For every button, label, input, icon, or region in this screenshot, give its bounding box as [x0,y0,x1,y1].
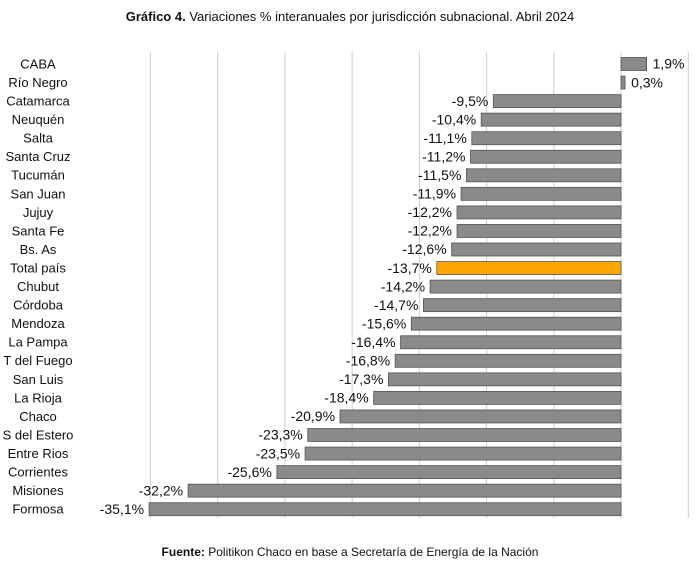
value-label: -13,7% [387,260,431,276]
title-label: Gráfico 4. [126,9,186,24]
bar [422,298,622,313]
value-label: -14,2% [381,278,425,294]
category-label: Total país [10,260,66,275]
value-label: -12,2% [408,223,452,239]
value-label: -11,9% [413,186,456,202]
value-label: 0,3% [631,74,663,90]
source-note: Fuente: Politikon Chaco en base a Secret… [162,545,539,559]
value-label: -11,1% [423,130,466,146]
bar [410,316,622,331]
bar [620,75,626,90]
category-label: Mendoza [11,316,65,331]
bar [456,205,622,220]
value-label: -16,8% [346,353,390,369]
category-label: Tucumán [11,168,65,183]
bar [307,428,622,442]
category-label: Neuquén [12,112,65,127]
bar [460,186,622,201]
value-label: -23,5% [256,445,300,461]
category-label: San Juan [11,186,66,201]
value-label: -12,6% [402,241,446,257]
category-label: San Luis [13,372,64,387]
bar [373,390,622,405]
source-text: Politikon Chaco en base a Secretaría de … [208,545,538,559]
category-label: Córdoba [13,298,64,313]
value-label: 1,9% [653,56,685,72]
bar [436,261,622,275]
bar [620,57,647,71]
value-label: -20,9% [291,408,335,424]
bar [148,502,622,517]
category-label: Santa Cruz [5,149,70,164]
category-label: Formosa [12,502,64,517]
bar [339,409,622,424]
value-label: -15,6% [362,315,406,331]
value-label: -23,3% [258,427,302,443]
bar [394,353,622,368]
category-label: La Pampa [8,335,68,350]
value-label: -10,4% [432,111,476,127]
category-label: S del Estero [3,427,74,442]
category-label: Chubut [17,279,59,294]
category-label: Catamarca [6,94,70,109]
chart-title: Gráfico 4. Variaciones % interanuales po… [126,9,575,24]
category-label: Jujuy [23,205,54,220]
bar [304,446,622,461]
category-label: CABA [20,56,56,71]
value-label: -9,5% [452,93,489,109]
category-label: Corrientes [8,465,68,480]
category-label: Río Negro [8,75,67,90]
bar [451,242,622,257]
value-label: -17,3% [339,371,383,387]
value-label: -12,2% [408,204,452,220]
value-label: -25,6% [227,464,271,480]
value-label: -11,2% [422,148,465,164]
category-label: Entre Rios [8,446,69,461]
category-label: Misiones [12,483,64,498]
source-label: Fuente: [162,545,205,559]
value-label: -16,4% [351,334,395,350]
bar [480,112,622,127]
value-label: -35,1% [100,501,144,517]
category-label: Bs. As [20,242,57,257]
bar [456,224,622,238]
bar [471,131,622,146]
value-label: -11,5% [418,167,461,183]
bar [276,465,622,480]
bar [492,94,622,108]
bar [466,168,622,183]
bar [470,149,622,164]
value-label: -32,2% [139,482,183,498]
bar [388,372,622,387]
title-text: Variaciones % interanuales por jurisdicc… [189,9,574,24]
bar [429,279,622,294]
value-label: -14,7% [374,297,418,313]
bar [187,483,622,498]
category-label: Chaco [19,409,57,424]
category-label: T del Fuego [3,353,72,368]
bar [400,335,622,350]
category-label: La Rioja [14,390,62,405]
category-label: Salta [23,131,53,146]
value-label: -18,4% [324,390,368,406]
category-label: Santa Fe [12,223,65,238]
